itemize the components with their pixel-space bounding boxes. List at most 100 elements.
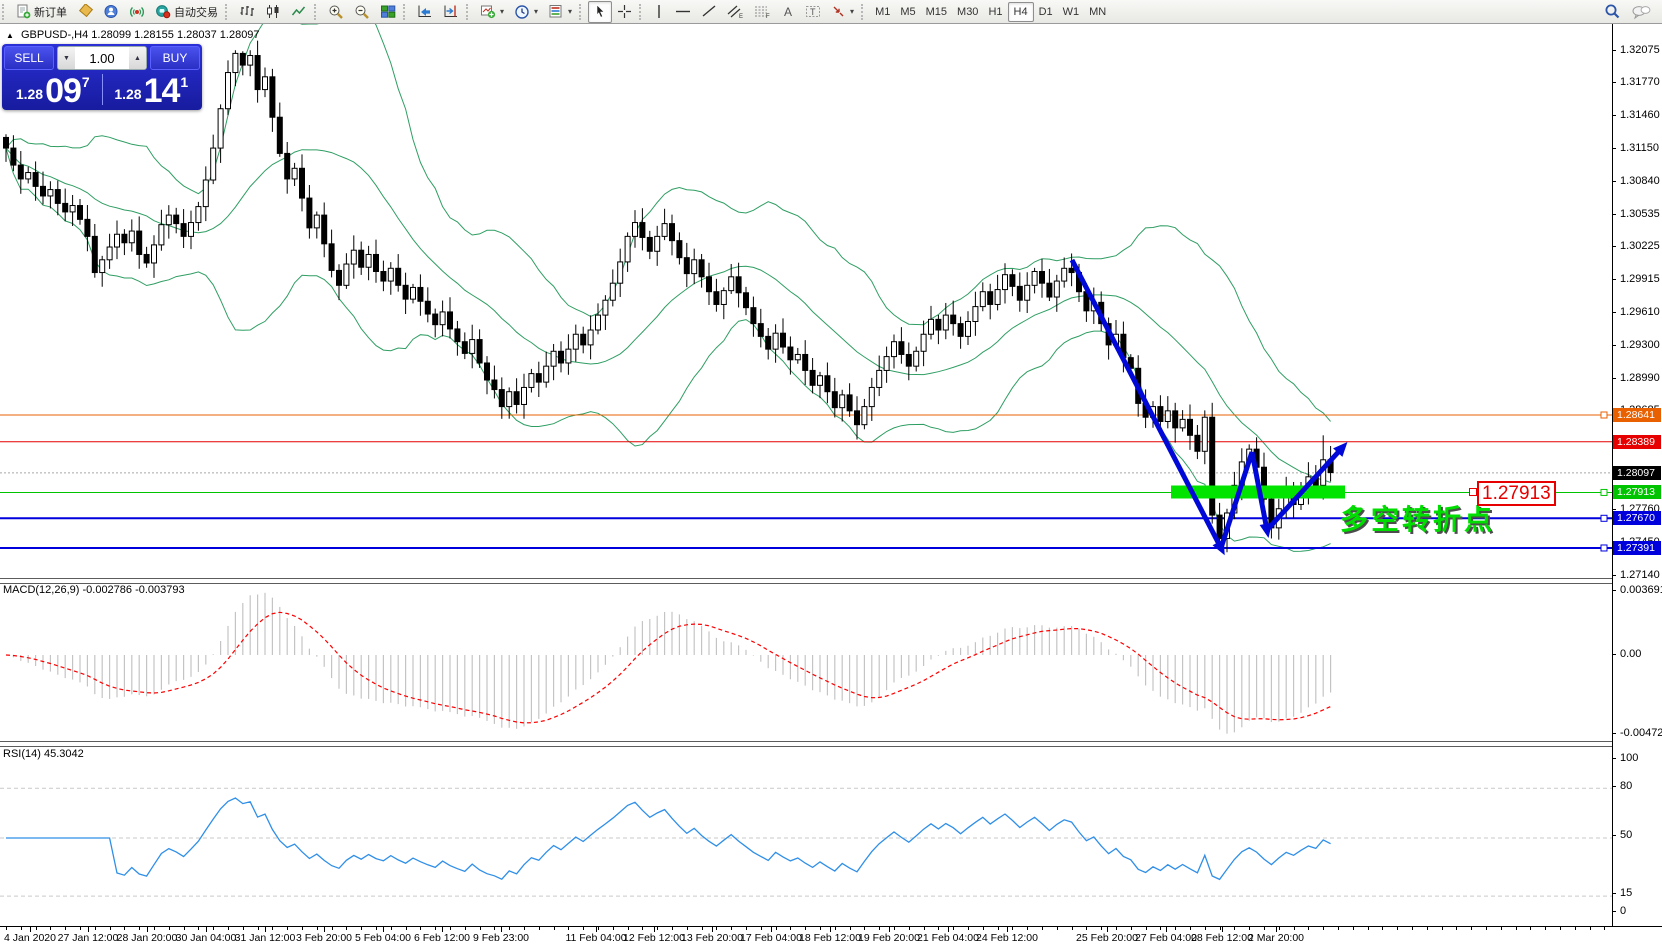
candlestick-chart-button[interactable] (260, 1, 286, 23)
buy-price[interactable]: 1.28 14 1 (103, 72, 201, 108)
candle-bearish (787, 346, 794, 361)
price-tick-label: 1.29610 (1620, 305, 1660, 318)
time-tick-mark (1515, 927, 1517, 930)
price-axis-badge[interactable]: 1.27391 (1613, 540, 1661, 555)
indicators-button[interactable]: ▾ (475, 1, 509, 23)
auto-scroll-button[interactable] (412, 1, 438, 23)
metaquotes-icon (78, 4, 93, 18)
tab-timeframe-m15[interactable]: M15 (925, 5, 948, 18)
chat-button[interactable] (1626, 1, 1656, 23)
sell-price[interactable]: 1.28 09 7 (4, 72, 102, 108)
search-button[interactable] (1599, 1, 1626, 23)
text-label-tool-button[interactable]: T (800, 1, 826, 23)
tab-timeframe-h4[interactable]: H4 (1007, 1, 1034, 22)
volume-increase-button[interactable]: ▲ (129, 47, 146, 69)
tab-timeframe-m5[interactable]: M5 (900, 5, 916, 18)
panel-separator[interactable] (0, 578, 1612, 584)
tab-timeframe-m1[interactable]: M1 (875, 5, 891, 18)
time-axis-label: 9 Feb 23:00 (472, 932, 530, 944)
price-tick-label: 1.31460 (1620, 109, 1660, 122)
vertical-line-tool-button[interactable] (648, 1, 670, 23)
candle-bearish (683, 257, 690, 275)
cursor-tool-button[interactable] (588, 0, 613, 23)
tab-timeframe-m30[interactable]: M30 (957, 5, 979, 18)
tab-timeframe-d1[interactable]: D1 (1038, 5, 1053, 18)
line-handle[interactable] (1600, 488, 1608, 496)
autotrading-button[interactable]: 自动交易 (150, 1, 223, 23)
tab-timeframe-h1[interactable]: H1 (988, 5, 1003, 18)
line-handle[interactable] (1600, 544, 1608, 552)
candle-bearish (1194, 434, 1201, 452)
tab-timeframe-mn[interactable]: MN (1089, 5, 1107, 18)
arrows-tool-button[interactable]: ▾ (826, 1, 859, 23)
buy-button[interactable]: BUY (150, 46, 200, 70)
time-axis-label: 28 Feb 12:00 (1191, 932, 1253, 944)
sell-button[interactable]: SELL (4, 46, 54, 70)
rsi-panel[interactable] (0, 745, 1613, 926)
time-tick-mark (1560, 927, 1561, 930)
time-axis-label: 11 Feb 04:00 (565, 932, 627, 944)
price-axis-badge[interactable]: 1.28097 (1613, 465, 1661, 480)
zoom-out-button[interactable] (349, 1, 375, 23)
candle-bullish (543, 365, 550, 383)
trend-arrow-line[interactable] (1218, 451, 1255, 549)
label-anchor-handle[interactable] (1469, 488, 1477, 496)
candle-bearish (380, 270, 387, 282)
time-tick-mark (1293, 927, 1295, 930)
price-axis-badge[interactable]: 1.28389 (1613, 434, 1661, 449)
bar-chart-button[interactable] (234, 1, 260, 23)
tab-timeframe-w1[interactable]: W1 (1062, 5, 1080, 18)
time-tick-mark (1086, 927, 1088, 930)
time-tick-mark (1012, 927, 1014, 930)
trend-arrow-line[interactable] (1249, 451, 1270, 531)
rsi-tick-label: 80 (1620, 780, 1633, 792)
panel-separator[interactable] (0, 741, 1612, 747)
price-axis-badge[interactable]: 1.28641 (1613, 408, 1661, 422)
signals-button[interactable] (124, 1, 150, 23)
time-tick-mark (760, 927, 762, 930)
periods-button[interactable]: ▾ (509, 1, 543, 23)
toolbar-grip (579, 3, 586, 20)
time-tick-mark (1007, 927, 1008, 932)
trendline-tool-button[interactable] (696, 1, 722, 23)
toolbar-grip (861, 3, 868, 20)
new-order-button[interactable]: 新订单 (11, 1, 72, 23)
macd-panel[interactable] (0, 582, 1613, 741)
time-tick-mark (65, 927, 67, 930)
crosshair-tool-button[interactable] (612, 1, 637, 23)
community-button[interactable] (98, 1, 124, 23)
fibonacci-tool-button[interactable]: F (749, 1, 776, 23)
candle-bearish (3, 136, 9, 149)
text-tool-button[interactable]: A (776, 1, 800, 23)
line-handle[interactable] (1600, 514, 1608, 522)
metaquotes-button[interactable] (72, 1, 98, 23)
time-tick-mark (242, 927, 244, 930)
price-axis-badge[interactable]: 1.27670 (1613, 511, 1661, 526)
candle-bearish (676, 240, 683, 259)
equidistant-channel-tool-button[interactable]: E (722, 1, 749, 23)
price-axis-badge[interactable]: 1.27913 (1613, 485, 1661, 500)
line-handle[interactable] (1600, 411, 1608, 419)
sell-price-small: 1.28 (15, 86, 44, 102)
zoom-in-button[interactable] (323, 1, 349, 23)
time-tick-mark (771, 927, 772, 932)
price-level-label[interactable]: 1.27913 (1477, 481, 1556, 506)
candle-bullish (128, 230, 135, 244)
trend-arrow-line[interactable] (1265, 446, 1344, 532)
macd-label: MACD(12,26,9) -0.002786 -0.003793 (3, 584, 185, 596)
time-axis-label: 30 Jan 04:00 (175, 932, 237, 944)
ohlc-open: 1.28099 (91, 29, 132, 41)
price-tick-mark (1612, 115, 1616, 117)
volume-decrease-button[interactable]: ▼ (58, 47, 75, 69)
main-price-chart[interactable] (0, 24, 1613, 578)
templates-button[interactable]: ▾ (543, 1, 577, 23)
time-tick-mark (790, 927, 792, 930)
trend-arrow-line[interactable] (1069, 258, 1224, 550)
candle-bullish (225, 72, 231, 110)
candle-bearish (535, 373, 542, 383)
horizontal-line-tool-button[interactable] (670, 1, 696, 23)
volume-input[interactable]: 1.00 (89, 50, 115, 66)
chart-shift-button[interactable] (438, 1, 464, 23)
line-chart-button[interactable] (286, 1, 312, 23)
tile-windows-button[interactable] (375, 1, 401, 23)
